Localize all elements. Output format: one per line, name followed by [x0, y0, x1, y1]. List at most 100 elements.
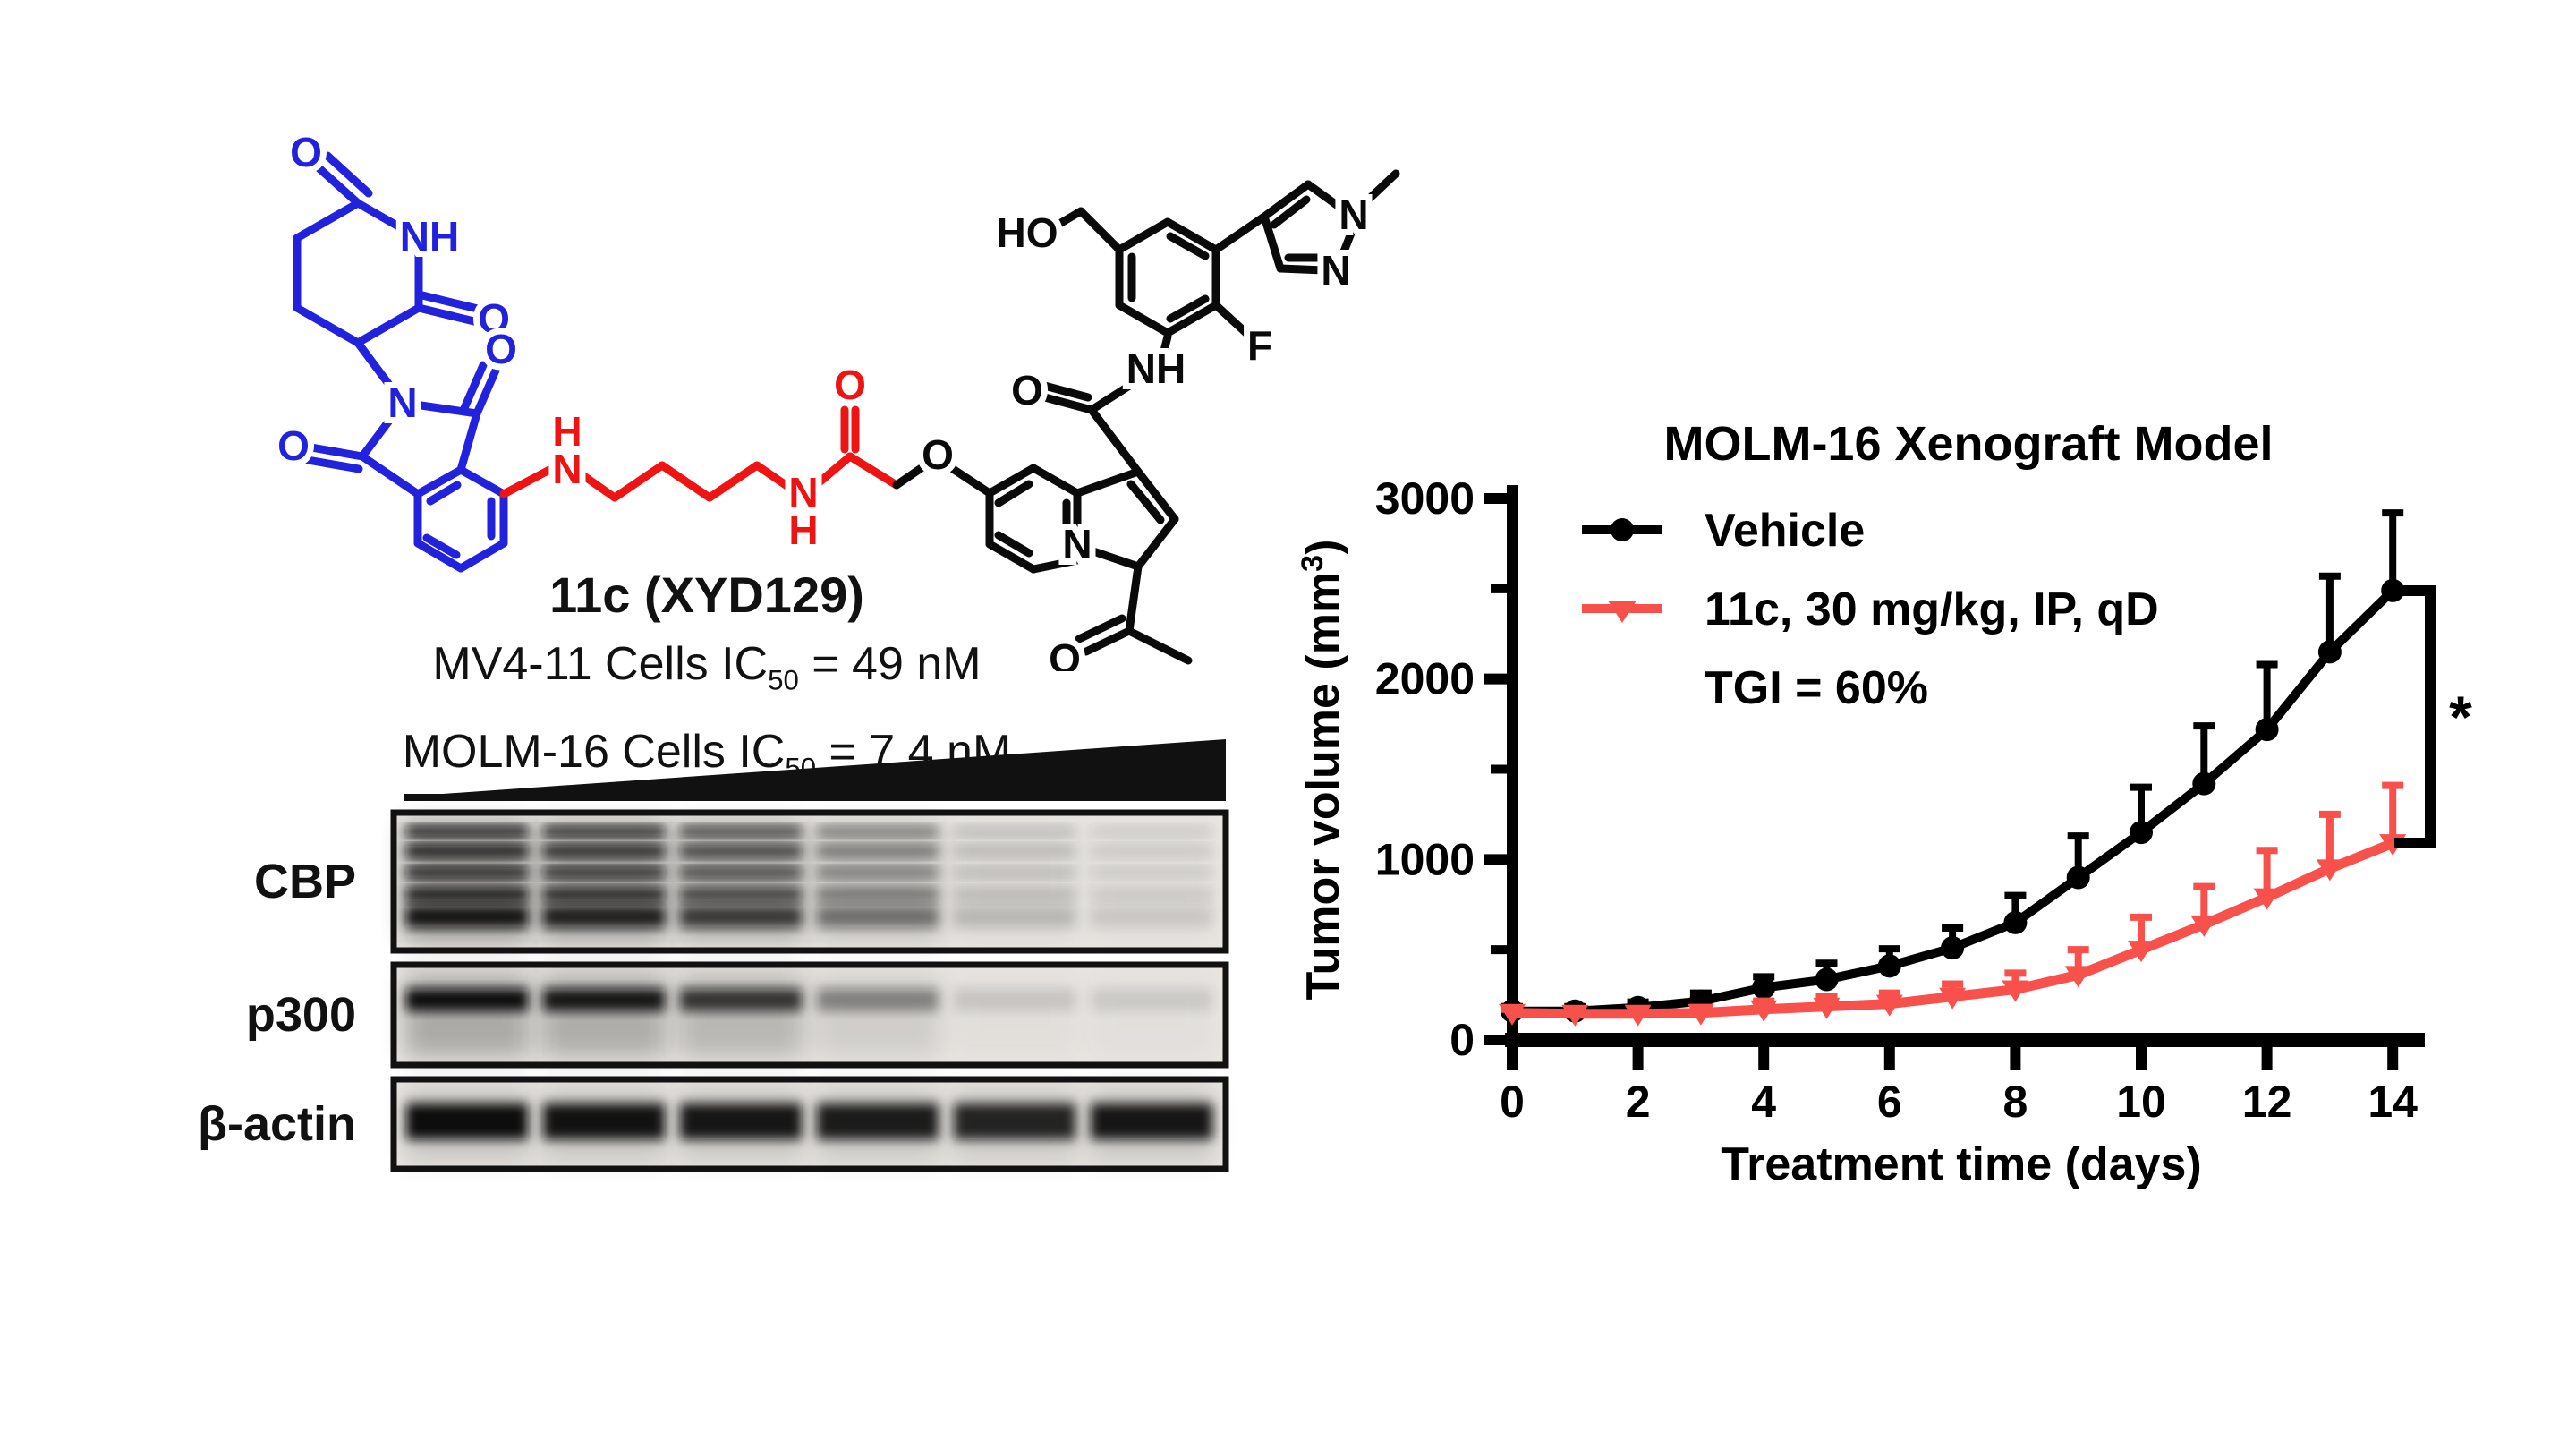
- blot-frame-p300: [390, 961, 1229, 1069]
- atom-N-linker-2: N: [788, 469, 818, 516]
- warhead-atoms: O N O NH O HO F N N: [915, 185, 1375, 671]
- data-point-circle: [2255, 718, 2279, 742]
- y-axis-title-suffix: ): [1297, 540, 1349, 555]
- data-point-triangle: [1624, 1004, 1652, 1027]
- blot-lane: [541, 1086, 667, 1162]
- blot-panel-bactin: [390, 1076, 1229, 1172]
- blot-lane: [541, 972, 667, 1058]
- data-point-triangle: [1750, 1000, 1778, 1022]
- data-point-triangle: [1687, 1003, 1714, 1026]
- blot-lane: [678, 1086, 803, 1162]
- blot-lane: [541, 823, 667, 940]
- y-tick-label: 3000: [1375, 473, 1475, 524]
- atom-N-linker-1: N: [552, 446, 582, 492]
- atom-O-phthalimide-upper: O: [485, 326, 517, 372]
- x-tick-label: 12: [2242, 1077, 2292, 1127]
- x-tick-label: 8: [2002, 1077, 2028, 1127]
- data-point-triangle: [1939, 987, 1967, 1010]
- significance-star: *: [2449, 684, 2472, 750]
- data-point-circle: [1941, 936, 1965, 960]
- cereblon-binder-atoms: O NH O N O O: [271, 123, 523, 475]
- atom-HO-hydroxymethyl: HO: [997, 209, 1058, 256]
- series-11c: [1499, 781, 2407, 1027]
- blot-lane: [678, 972, 803, 1058]
- legend-marker-11c-icon: [1608, 601, 1637, 623]
- warhead-bonds: [892, 169, 1400, 665]
- blot-lane: [954, 988, 1075, 1011]
- y-tick-label: 2000: [1375, 654, 1475, 704]
- dose-wedge-icon: [404, 739, 1226, 797]
- atom-O-glutarimide-right: O: [478, 295, 510, 342]
- ic50-mv4-11: MV4-11 Cells IC50 = 49 nM: [206, 628, 1208, 716]
- legend-label-vehicle: Vehicle: [1705, 505, 1865, 557]
- atom-O-phthalimide-left: O: [277, 422, 310, 469]
- blot-panel-cbp: [390, 809, 1229, 954]
- legend-marker-vehicle-icon: [1611, 518, 1634, 541]
- data-point-triangle: [2253, 888, 2281, 910]
- data-point-triangle: [1875, 994, 1903, 1017]
- data-point-circle: [2003, 910, 2028, 934]
- blot-lane: [404, 1086, 530, 1162]
- x-tick-label: 6: [1877, 1077, 1902, 1127]
- y-tick-label: 0: [1450, 1015, 1475, 1065]
- legend-label-11c: 11c, 30 mg/kg, IP, qD: [1705, 584, 2159, 635]
- western-blot-figure: CBP p300 β-actin: [198, 739, 1229, 1172]
- atom-O-ether: O: [922, 431, 954, 478]
- blot-lane: [952, 823, 1077, 940]
- atom-NH-glutarimide: NH: [400, 213, 459, 260]
- atom-O-amide: O: [1011, 367, 1043, 413]
- atom-N-pyrazole-2: N: [1321, 247, 1350, 294]
- xenograft-chart: MOLM-16 Xenograft Model 0 2 4 6 8 10 12 14 0 1000…: [1296, 417, 2472, 1190]
- ic50-molm-16: MOLM-16 Cells IC50 = 7.4 nM: [206, 716, 1208, 804]
- atom-F-fluoro: F: [1247, 322, 1272, 369]
- atom-H-linker-1: H: [552, 408, 582, 455]
- data-point-circle: [2130, 821, 2153, 845]
- ic50-molm-16-prefix: MOLM-16 Cells IC: [402, 726, 786, 779]
- x-tick-label: 4: [1751, 1077, 1776, 1127]
- data-point-triangle: [2190, 915, 2218, 937]
- atom-H-linker-2: H: [788, 507, 818, 553]
- atom-N-imide: N: [387, 379, 417, 426]
- data-point-circle: [1752, 976, 1776, 1000]
- blot-lane: [1089, 823, 1214, 940]
- cereblon-binder-bonds: [293, 151, 508, 573]
- x-tick-label: 14: [2368, 1077, 2418, 1127]
- significance-bracket: [2394, 585, 2436, 848]
- compound-caption: 11c (XYD129) MV4-11 Cells IC50 = 49 nM M…: [206, 562, 1208, 805]
- x-tick-label: 2: [1626, 1077, 1651, 1127]
- data-point-circle: [1815, 967, 1839, 992]
- linker-bonds: [499, 405, 901, 502]
- data-point-triangle: [1499, 1003, 1526, 1026]
- linker-atoms: H N N H O: [546, 355, 872, 559]
- atom-N-indolizine: N: [1062, 521, 1092, 567]
- atom-N-pyrazole-1: N: [1339, 192, 1368, 238]
- compound-name: 11c (XYD129): [549, 567, 864, 623]
- y-tick-label: 1000: [1375, 834, 1475, 884]
- data-point-triangle: [2128, 941, 2155, 963]
- blot-frame-bactin: [390, 1076, 1229, 1172]
- data-point-circle: [2066, 865, 2090, 890]
- x-tick-label: 10: [2116, 1077, 2166, 1127]
- y-axis-title: Tumor volume (mm3): [1296, 540, 1349, 1001]
- data-point-circle: [2317, 640, 2342, 664]
- blot-label-bactin: β-actin: [198, 1097, 356, 1151]
- blot-lane: [404, 972, 530, 1058]
- y-axis-title-prefix: Tumor volume (mm: [1297, 572, 1349, 1001]
- blot-lane: [952, 1086, 1077, 1162]
- y-axis-title-sup: 3: [1296, 555, 1330, 572]
- ic50-mv4-11-prefix: MV4-11 Cells IC: [432, 638, 769, 690]
- data-point-triangle: [2064, 966, 2092, 988]
- data-point-triangle: [1561, 1004, 1589, 1027]
- data-point-triangle: [2002, 980, 2029, 1002]
- tgi-annotation: TGI = 60%: [1705, 662, 1928, 714]
- blot-lanes: [404, 823, 1214, 1162]
- blot-frame-cbp: [390, 809, 1229, 954]
- series-layer: [1499, 509, 2407, 1027]
- atom-O-acetyl: O: [1049, 635, 1081, 671]
- blot-lane: [1089, 1086, 1214, 1162]
- data-point-circle: [1877, 954, 1901, 978]
- atom-O-glutarimide-top: O: [290, 129, 322, 175]
- data-point-triangle: [2316, 859, 2343, 882]
- blot-label-cbp: CBP: [254, 855, 356, 908]
- blot-lane: [815, 1086, 940, 1162]
